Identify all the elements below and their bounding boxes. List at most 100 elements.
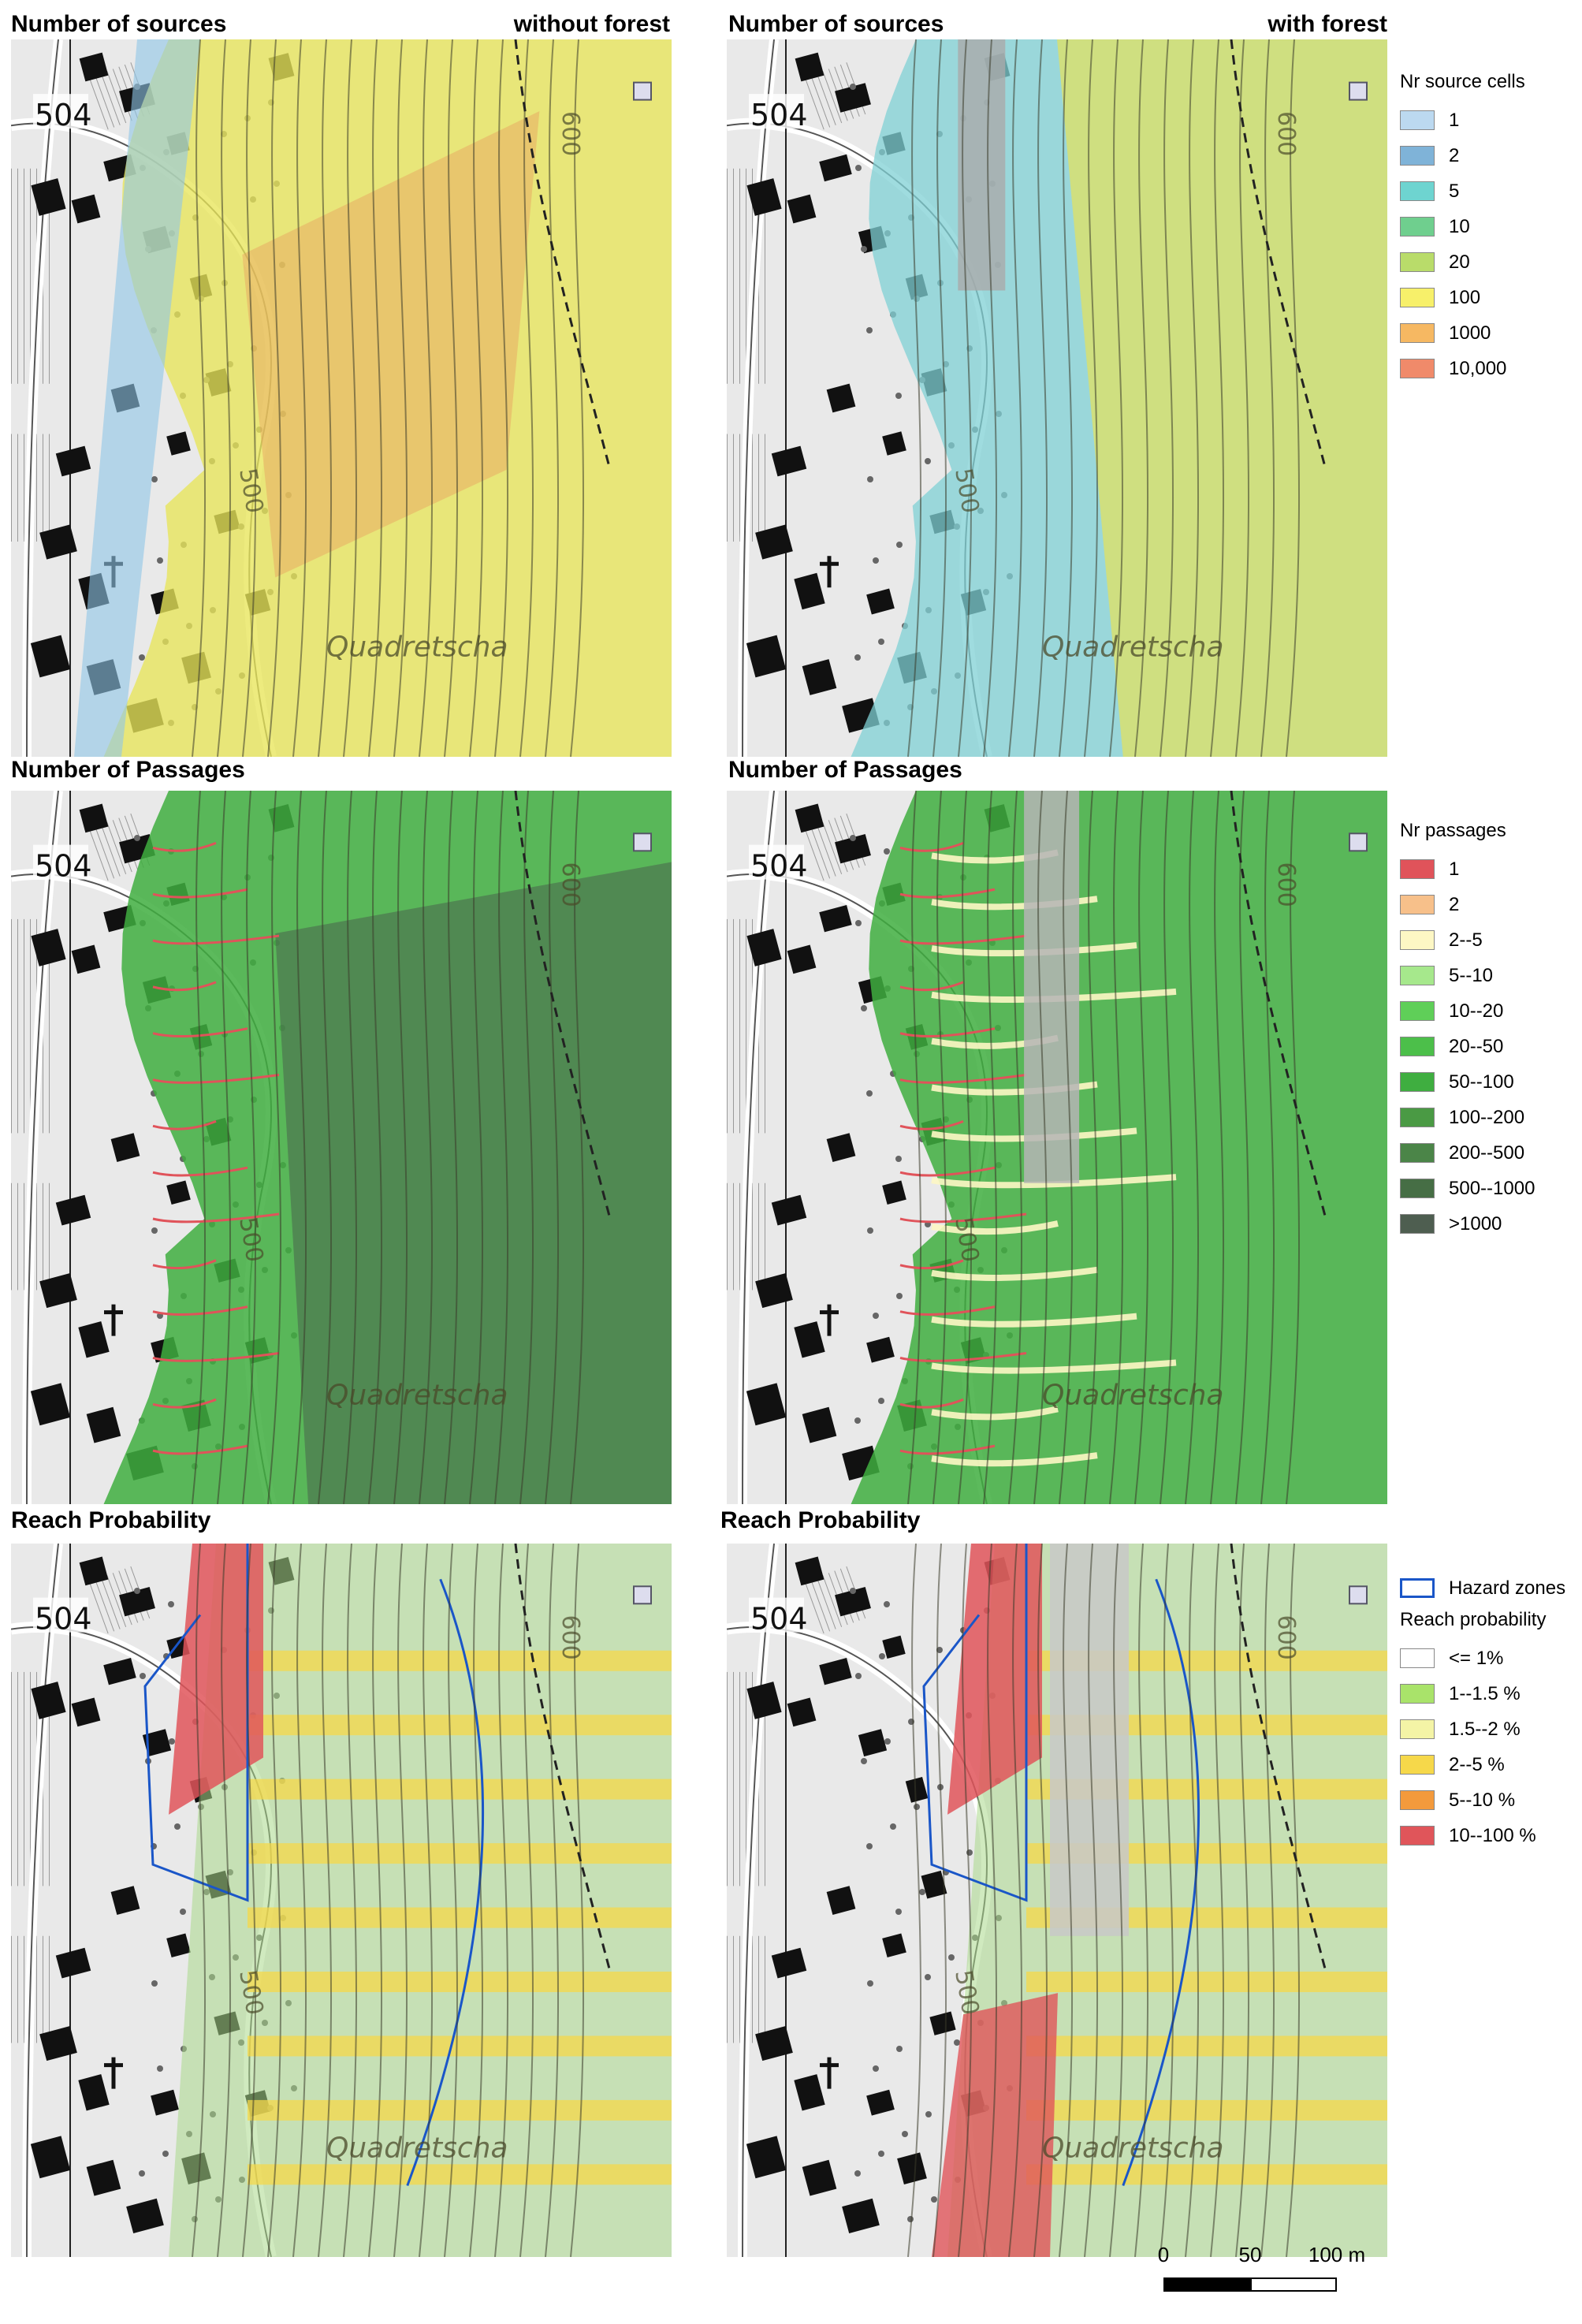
building bbox=[866, 1336, 895, 1363]
passage-trace bbox=[899, 1074, 1027, 1084]
subtitle-without-forest: without forest bbox=[513, 11, 670, 37]
forest-gap bbox=[958, 39, 1006, 291]
tree-dot bbox=[907, 2216, 914, 2222]
passage-streak bbox=[931, 1406, 1059, 1421]
legend-sources-item: 100 bbox=[1400, 280, 1525, 315]
contour-line bbox=[267, 1544, 281, 2257]
legend-reach-item: 10--100 % bbox=[1400, 1818, 1565, 1853]
legend-passages-item: 5--10 bbox=[1400, 958, 1535, 993]
contour-line bbox=[545, 39, 559, 757]
elevation-label: 504 bbox=[750, 98, 808, 132]
legend-swatch bbox=[1400, 930, 1435, 950]
tree-dot bbox=[162, 2151, 169, 2157]
label-backing bbox=[33, 94, 88, 129]
legend-swatch bbox=[1400, 359, 1435, 378]
scale-bar-black-segment bbox=[1163, 2277, 1250, 2292]
building bbox=[826, 383, 856, 413]
legend-sources-item: 1000 bbox=[1400, 315, 1525, 351]
contour-line bbox=[1235, 1544, 1249, 2257]
tree-dot bbox=[139, 2170, 145, 2177]
church-cross-icon bbox=[104, 2057, 123, 2089]
building bbox=[819, 1657, 852, 1685]
title-reach-left: Reach Probability bbox=[11, 1507, 211, 1533]
legend-label: 1--1.5 % bbox=[1449, 1682, 1521, 1704]
building bbox=[746, 635, 787, 678]
contour-line bbox=[1134, 791, 1148, 1504]
contour-line bbox=[958, 39, 972, 757]
passage-trace bbox=[899, 1259, 964, 1270]
legend-swatch bbox=[1400, 1648, 1435, 1668]
passage-trace bbox=[152, 981, 217, 992]
contour-line bbox=[1260, 39, 1275, 757]
survey-point-icon bbox=[1349, 832, 1368, 852]
tree-dot bbox=[895, 393, 902, 399]
tree-dot bbox=[884, 1738, 891, 1745]
reach-band bbox=[1026, 2099, 1387, 2121]
tree-dot bbox=[850, 84, 856, 90]
scale-bar: 0 50 100 m bbox=[1158, 2243, 1400, 2322]
tree-dot bbox=[151, 1227, 158, 1234]
tree-dot bbox=[866, 327, 873, 333]
contour-line bbox=[1059, 1544, 1073, 2257]
legend-label: 1000 bbox=[1449, 322, 1491, 344]
contour-line bbox=[1134, 39, 1148, 757]
legend-label: 5--10 bbox=[1449, 964, 1494, 986]
map-reach-with-forest: 504 Quadretscha 500 600 bbox=[727, 1544, 1387, 2257]
legend-sources-item: 1 bbox=[1400, 102, 1525, 138]
title-reach-right: Reach Probability bbox=[720, 1507, 921, 1533]
passage-trace bbox=[152, 1444, 248, 1455]
building bbox=[866, 588, 895, 615]
hatched-field bbox=[87, 1566, 151, 1634]
building bbox=[166, 1180, 191, 1205]
contour-lines bbox=[192, 39, 584, 757]
legend-label: 20--50 bbox=[1449, 1035, 1504, 1057]
contour-line bbox=[545, 1544, 559, 2257]
building bbox=[787, 1697, 817, 1727]
subtitle-with-forest: with forest bbox=[1267, 11, 1387, 37]
building bbox=[79, 52, 109, 82]
building bbox=[842, 2198, 880, 2233]
contour-line bbox=[267, 791, 281, 1504]
legend-reach-item: <= 1% bbox=[1400, 1641, 1565, 1676]
legend-swatch bbox=[1400, 146, 1435, 166]
contour-line bbox=[444, 791, 458, 1504]
building bbox=[31, 929, 66, 966]
building bbox=[882, 1635, 906, 1659]
legend-swatch bbox=[1400, 217, 1435, 236]
tree-dot bbox=[139, 654, 145, 661]
trail bbox=[514, 39, 612, 471]
contour-line bbox=[1033, 791, 1048, 1504]
contour-line bbox=[519, 791, 534, 1504]
building bbox=[79, 803, 109, 833]
legend-reach-item: 2--5 % bbox=[1400, 1747, 1565, 1782]
tree-dot bbox=[861, 1758, 867, 1764]
passage-trace bbox=[899, 1351, 1027, 1362]
building bbox=[746, 1383, 787, 1426]
legend-label: 1 bbox=[1449, 109, 1460, 131]
building bbox=[110, 1886, 140, 1915]
reach-band bbox=[248, 2099, 672, 2121]
building bbox=[882, 431, 906, 456]
legend-passages-item: 200--500 bbox=[1400, 1135, 1535, 1171]
contour-line bbox=[1008, 791, 1022, 1504]
tree-dot bbox=[850, 1588, 856, 1594]
tree-dot bbox=[867, 1980, 873, 1987]
building bbox=[126, 2198, 164, 2233]
legend-sources-item: 10 bbox=[1400, 209, 1525, 244]
building bbox=[746, 178, 782, 216]
map-sources-without-forest: 504 Quadretscha 500 600 bbox=[11, 39, 672, 757]
legend-passages-item: 1 bbox=[1400, 851, 1535, 887]
passage-trace bbox=[899, 1398, 964, 1409]
legend-label: 2--5 % bbox=[1449, 1753, 1505, 1775]
building bbox=[79, 1556, 109, 1586]
tree-dot bbox=[878, 2151, 884, 2157]
contour-line bbox=[318, 1544, 332, 2257]
passage-trace bbox=[152, 888, 248, 899]
legend-label: 2 bbox=[1449, 144, 1460, 166]
building bbox=[802, 1406, 837, 1443]
passage-trace bbox=[899, 934, 1027, 945]
contour-line bbox=[368, 791, 382, 1504]
contour-line bbox=[444, 39, 458, 757]
building bbox=[795, 803, 825, 833]
survey-point-icon bbox=[1349, 81, 1368, 101]
